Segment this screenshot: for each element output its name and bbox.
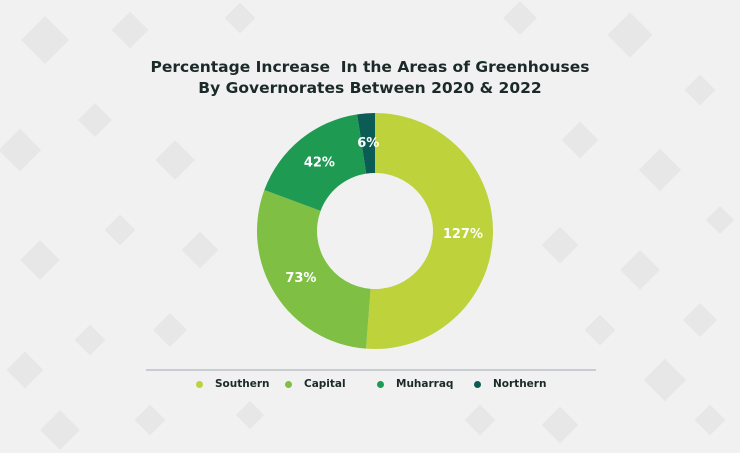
background-diamond <box>235 400 265 430</box>
background-diamond <box>155 140 195 180</box>
background-diamond <box>638 148 682 192</box>
background-diamond <box>503 1 537 35</box>
background-diamond <box>78 103 112 137</box>
background-diamond <box>584 314 616 346</box>
background-diamond <box>683 303 717 337</box>
data-label-southern: 127% <box>443 227 483 242</box>
chart-title: Percentage Increase In the Areas of Gree… <box>0 57 740 99</box>
background-diamond <box>6 351 44 389</box>
donut-slice-southern <box>366 113 494 349</box>
chart-title-line-2: By Governorates Between 2020 & 2022 <box>198 79 542 97</box>
legend-swatch-muharraq <box>377 380 384 388</box>
background-diamond <box>104 214 136 246</box>
background-diamond <box>134 404 166 436</box>
legend-label-northern: Northern <box>493 378 547 390</box>
donut-slice-northern <box>357 113 375 174</box>
legend-item-southern: Southern <box>196 378 270 390</box>
background-diamond <box>40 410 80 450</box>
data-label-muharraq: 42% <box>304 155 335 170</box>
background-diamond <box>181 231 219 269</box>
legend-label-muharraq: Muharraq <box>396 378 454 390</box>
chart-title-line-1: Percentage Increase In the Areas of Gree… <box>150 58 590 76</box>
legend-swatch-southern <box>196 380 203 388</box>
legend-divider <box>146 369 596 371</box>
legend-label-southern: Southern <box>215 378 270 390</box>
legend-label-capital: Capital <box>304 378 346 390</box>
background-diamond <box>561 121 599 159</box>
background-diamond <box>694 404 726 436</box>
data-label-northern: 6% <box>357 136 379 151</box>
donut-slice-capital <box>257 190 371 349</box>
donut-slice-muharraq <box>264 114 367 211</box>
background-diamond <box>0 128 42 172</box>
background-diamond <box>153 313 187 347</box>
data-label-capital: 73% <box>285 271 316 286</box>
legend-item-capital: Capital <box>285 378 346 390</box>
legend-item-northern: Northern <box>474 378 546 390</box>
legend-swatch-capital <box>285 380 292 388</box>
background-diamond <box>20 240 60 280</box>
background-diamond <box>705 205 735 235</box>
background-diamond <box>224 2 256 34</box>
background-diamond <box>464 404 496 436</box>
background-diamond <box>607 12 653 58</box>
chart-legend: Southern Capital Muharraq Northern <box>0 378 740 396</box>
legend-item-muharraq: Muharraq <box>377 378 453 390</box>
donut-chart: 127% 73% 42% 6% <box>257 113 494 349</box>
background-diamond <box>620 250 660 290</box>
background-diamond <box>111 11 149 49</box>
background-diamond <box>541 406 579 444</box>
legend-swatch-northern <box>474 380 481 388</box>
background-diamond <box>541 226 579 264</box>
background-diamond <box>74 324 106 356</box>
